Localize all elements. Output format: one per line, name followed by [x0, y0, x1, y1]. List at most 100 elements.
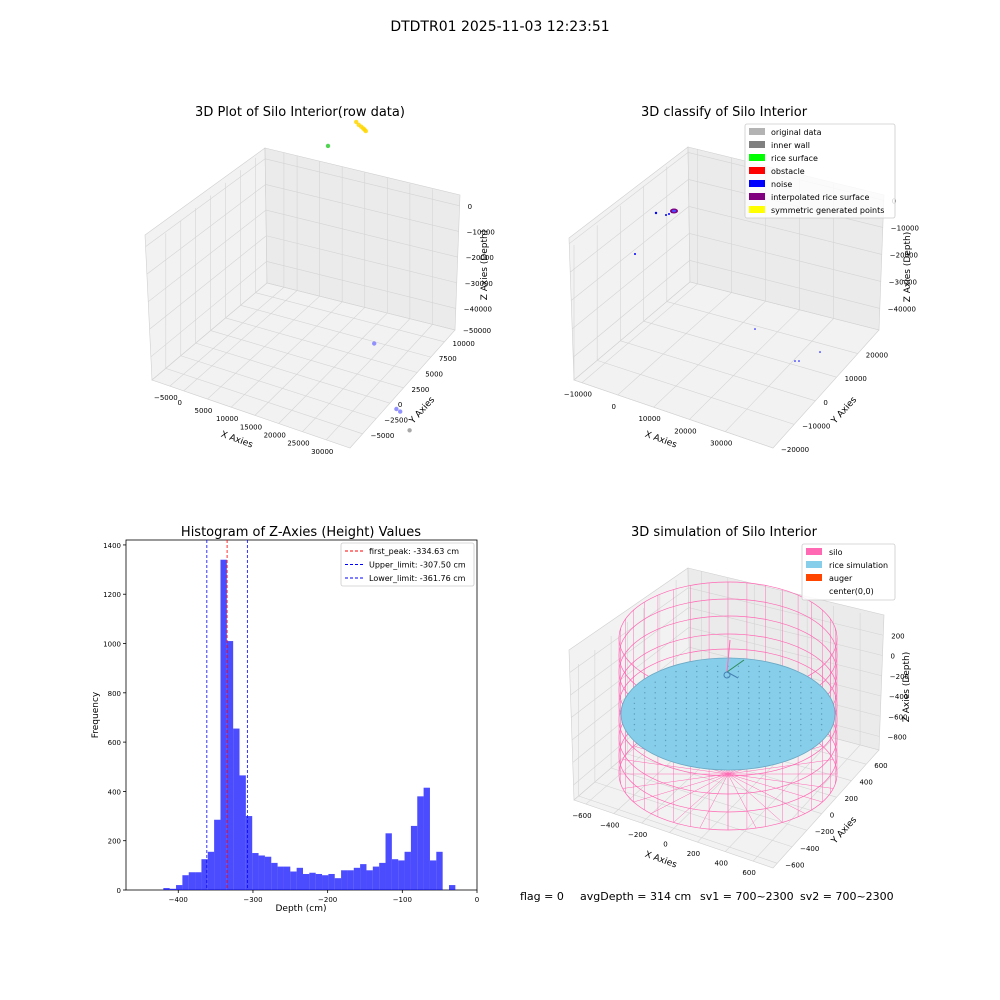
rice-mesh-node	[748, 686, 750, 689]
histogram-bar	[372, 866, 380, 890]
rice-mesh-node	[685, 739, 688, 742]
rice-mesh-node	[779, 739, 781, 742]
grid-line	[689, 260, 880, 309]
rice-mesh-node	[716, 713, 719, 715]
legend-label: symmetric generated points	[771, 206, 884, 215]
classify-point	[794, 360, 796, 362]
rice-mesh-node	[654, 723, 656, 726]
rice-mesh-node	[810, 734, 812, 736]
grid-line	[180, 355, 377, 419]
rice-mesh-node	[820, 702, 823, 705]
rice-mesh-node	[706, 761, 708, 763]
histogram-bar	[302, 873, 310, 890]
grid-line	[151, 282, 268, 381]
y-tick-label: −20000	[781, 446, 809, 454]
rice-mesh-node	[633, 702, 636, 705]
rice-mesh-node	[633, 713, 636, 715]
raw-3d-title: 3D Plot of Silo Interior(row data)	[195, 105, 405, 120]
legend-label: inner wall	[771, 141, 810, 150]
rice-mesh-node	[779, 755, 781, 758]
legend-label: rice simulation	[829, 561, 888, 570]
rice-mesh-node	[768, 670, 771, 673]
rice-mesh-node	[675, 723, 677, 726]
z-tick-label: 0	[891, 653, 895, 661]
rice-mesh-node	[685, 670, 688, 673]
histogram-bar	[436, 851, 443, 890]
raw-3d-x-label: X Axies	[219, 430, 254, 451]
rice-mesh-node	[779, 734, 781, 736]
simulation-3d-z-label: Z Axies (Depth)	[902, 652, 912, 723]
rice-mesh-node	[758, 723, 760, 726]
y-tick-label: −5000	[371, 432, 395, 440]
rice-mesh-node	[789, 750, 792, 752]
legend-label: Upper_limit: -307.50 cm	[369, 561, 466, 570]
rice-mesh-node	[748, 713, 750, 715]
rice-mesh-node	[810, 686, 812, 689]
rice-mesh-node	[654, 718, 656, 720]
x-tick-label: 0	[475, 896, 479, 904]
grid-line	[597, 360, 795, 425]
x-tick-label: −200	[318, 896, 337, 904]
histogram-legend-items: first_peak: -334.63 cm Upper_limit: -307.…	[345, 547, 466, 583]
rice-mesh-node	[810, 718, 812, 720]
rice-mesh-node	[654, 708, 656, 710]
histogram-bar	[283, 866, 291, 890]
legend-label: rice surface	[771, 154, 818, 163]
z-tick-label: −40000	[888, 305, 916, 313]
rice-mesh-node	[748, 761, 750, 763]
grid-line	[146, 184, 266, 275]
rice-mesh-node	[748, 692, 750, 694]
histogram-bar	[410, 825, 418, 890]
rice-mesh-node	[685, 723, 688, 726]
rice-mesh-node	[696, 734, 698, 736]
rice-mesh-node	[654, 734, 656, 736]
x-tick-label: 0	[663, 841, 667, 849]
grid-line	[265, 184, 459, 232]
rice-mesh-node	[768, 734, 771, 736]
histogram-bar	[328, 873, 335, 890]
histogram-bar	[429, 860, 437, 890]
rice-mesh-node	[789, 686, 792, 689]
rice-mesh-node	[758, 739, 760, 742]
simulation-legend-items: silo rice simulation auger center(0,0)	[806, 548, 888, 596]
rice-mesh-node	[644, 702, 646, 705]
x-tick-label: −200	[628, 831, 647, 839]
grid-line	[573, 379, 774, 449]
rice-mesh-node	[727, 708, 729, 710]
rice-mesh-node	[768, 723, 771, 726]
x-tick-label: −600	[572, 812, 591, 820]
rice-mesh-node	[768, 729, 771, 731]
rice-mesh-node	[800, 739, 802, 742]
x-tick-label: 200	[687, 850, 700, 858]
rice-mesh-node	[748, 665, 750, 667]
rice-mesh-node	[768, 739, 771, 742]
classify-3d-panes	[568, 146, 885, 449]
status-avg-depth: avgDepth = 314 cm	[580, 890, 691, 903]
rice-mesh-node	[789, 676, 792, 678]
rice-mesh-node	[654, 739, 656, 742]
rice-mesh-node	[727, 739, 729, 742]
rice-mesh-node	[664, 729, 667, 731]
rice-mesh-node	[644, 739, 646, 742]
grid-line	[594, 781, 793, 848]
rice-mesh-node	[758, 755, 760, 758]
rice-mesh-node	[789, 729, 792, 731]
rice-simulation-surface	[620, 657, 836, 771]
legend-swatch	[806, 561, 822, 568]
classify-point	[798, 360, 800, 362]
rice-mesh-node	[779, 670, 781, 673]
legend-swatch	[749, 154, 765, 161]
classify-3d-points	[634, 208, 821, 362]
rice-mesh-node	[664, 745, 667, 747]
grid-line	[666, 301, 858, 354]
raw-data-point	[363, 128, 368, 134]
histogram-bar	[448, 885, 456, 890]
grid-line	[150, 261, 267, 358]
z-tick-label: −50000	[463, 327, 491, 335]
rice-mesh-node	[768, 681, 771, 683]
histogram-bar	[296, 867, 303, 890]
rice-mesh-node	[675, 676, 677, 678]
grid-line	[195, 342, 390, 404]
z-tick-label: −20000	[890, 251, 918, 259]
rice-mesh-node	[664, 686, 667, 689]
